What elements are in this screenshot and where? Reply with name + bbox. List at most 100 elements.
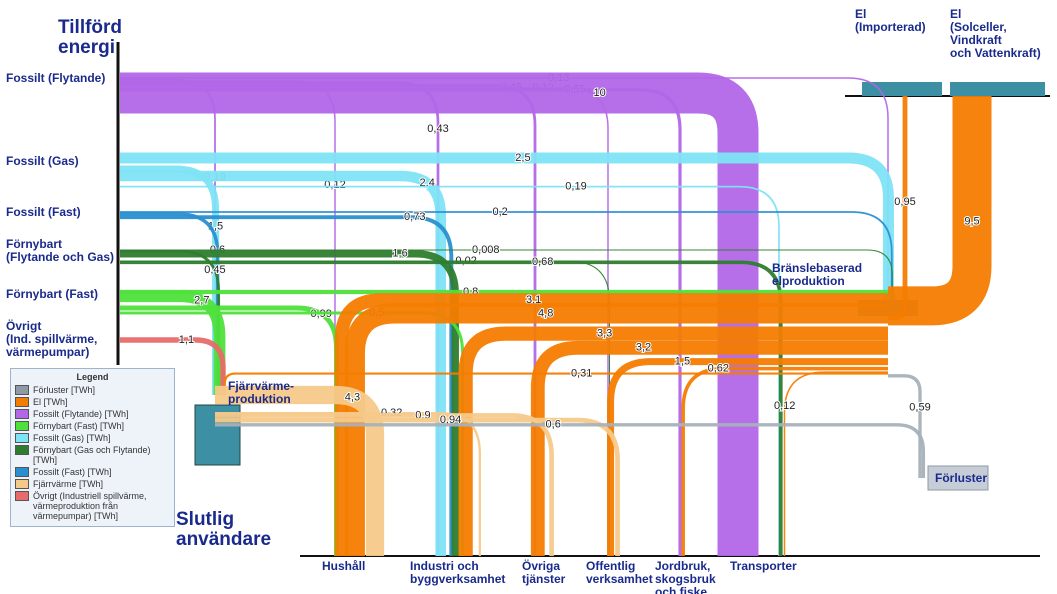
flow xyxy=(215,423,926,478)
legend-swatch xyxy=(15,421,29,431)
legend-label: Fossilt (Flytande) [TWh] xyxy=(33,409,129,419)
flow-label: 0,12 xyxy=(324,179,345,191)
legend-label: Förnybart (Fast) [TWh] xyxy=(33,421,125,431)
node-label: Övrigt (Ind. spillvärme, värmepumpar) xyxy=(6,319,98,359)
flow xyxy=(120,77,889,300)
flow xyxy=(223,372,888,395)
flow xyxy=(344,303,888,556)
flow xyxy=(120,165,220,395)
node-label: Offentlig verksamhet xyxy=(586,559,653,586)
flow xyxy=(120,72,759,556)
legend-item: El [TWh] xyxy=(15,397,170,407)
node-label: Fossilt (Gas) xyxy=(6,154,79,168)
flow-label: 0,43 xyxy=(427,123,448,135)
flow xyxy=(215,385,385,556)
flow xyxy=(120,78,216,395)
flow xyxy=(215,417,620,556)
node-label: Fjärrvärme- produktion xyxy=(228,379,295,406)
legend-label: Fossilt (Fast) [TWh] xyxy=(33,467,112,477)
flow-label: 2,7 xyxy=(194,295,209,307)
node-label: Fossilt (Fast) xyxy=(6,205,81,219)
source-header: Tillförd energi xyxy=(58,17,123,58)
flow xyxy=(458,326,888,556)
node-label: El (Importerad) xyxy=(855,7,926,34)
legend-swatch xyxy=(15,409,29,419)
legend-swatch xyxy=(15,433,29,443)
flow xyxy=(334,293,888,556)
node-label: Fossilt (Flytande) xyxy=(6,71,106,85)
flow xyxy=(888,96,992,326)
node-label: Förnybart (Fast) xyxy=(6,287,99,301)
node-label: El (Solceller, Vindkraft och Vattenkraft… xyxy=(950,7,1041,60)
legend-label: El [TWh] xyxy=(33,397,68,407)
flow-label: 0,6 xyxy=(546,419,561,431)
node-label: Förluster xyxy=(935,471,988,485)
legend-swatch xyxy=(15,491,29,501)
legend-title: Legend xyxy=(76,372,109,382)
el-renew-base xyxy=(950,82,1045,96)
flow-label: 1,1 xyxy=(179,334,194,346)
flow xyxy=(120,211,893,300)
flow xyxy=(888,374,922,478)
node-label: Transporter xyxy=(730,559,797,573)
legend-item: Fossilt (Flytande) [TWh] xyxy=(15,409,170,419)
flow xyxy=(681,366,888,556)
flow xyxy=(607,358,888,556)
node-label: Förnybart (Flytande och Gas) xyxy=(6,237,115,264)
flow-label: 0,59 xyxy=(909,401,930,413)
target-header: Slutlig användare xyxy=(176,509,272,550)
legend-label: Övrigt (Industriell spillvärme, värmepro… xyxy=(33,491,147,521)
legend-item: Fossilt (Fast) [TWh] xyxy=(15,467,170,477)
flow-label: 4,8 xyxy=(538,307,553,319)
flow-label: 0,73 xyxy=(404,211,425,223)
node-label: Bränslebaserad elproduktion xyxy=(772,261,863,288)
flow xyxy=(120,337,226,395)
legend-item: Förnybart (Gas och Flytande) [TWh] xyxy=(15,445,170,465)
flow-label: 0,95 xyxy=(894,196,915,208)
flow-label: 0,19 xyxy=(565,181,586,193)
flow-label: 0,31 xyxy=(571,367,592,379)
flow xyxy=(120,215,454,556)
legend-swatch xyxy=(15,467,29,477)
node-label: Övriga tjänster xyxy=(522,559,566,586)
flow-label: 3,2 xyxy=(636,342,651,354)
flow-label: 1,6 xyxy=(392,248,407,260)
flow-label: 2,5 xyxy=(515,152,530,164)
node-label: Hushåll xyxy=(322,559,366,573)
flow-label: 0,12 xyxy=(774,400,795,412)
flow xyxy=(120,249,893,300)
legend: Legend Förluster [TWh] El [TWh] Fossilt (F… xyxy=(10,368,175,527)
flow xyxy=(783,371,888,556)
flow-label: 3,3 xyxy=(597,328,612,340)
legend-item: Förnybart (Fast) [TWh] xyxy=(15,421,170,431)
legend-label: Förluster [TWh] xyxy=(33,385,96,395)
legend-label: Fossilt (Gas) [TWh] xyxy=(33,433,111,443)
flow-label: 9,5 xyxy=(964,215,979,227)
node-label: Jordbruk, skogsbruk och fiske xyxy=(655,559,716,594)
flow-label: 10 xyxy=(594,87,606,99)
flow-label: 4,3 xyxy=(345,391,360,403)
legend-swatch xyxy=(15,397,29,407)
node-label: Industri och byggverksamhet xyxy=(410,559,506,586)
legend-item: Förluster [TWh] xyxy=(15,385,170,395)
legend-swatch xyxy=(15,479,29,489)
flow-label: 1,5 xyxy=(675,356,690,368)
legend-label: Förnybart (Gas och Flytande) [TWh] xyxy=(33,445,151,465)
legend-item: Fossilt (Gas) [TWh] xyxy=(15,433,170,443)
flow-label: 0,008 xyxy=(472,244,500,256)
flow xyxy=(888,96,908,320)
legend-swatch xyxy=(15,445,29,455)
legend-swatch xyxy=(15,385,29,395)
flow-label: 0,45 xyxy=(204,264,225,276)
loss-box xyxy=(927,465,989,491)
legend-item: Fjärrvärme [TWh] xyxy=(15,479,170,489)
flow-label: 0,68 xyxy=(532,256,553,268)
flow xyxy=(120,185,780,556)
flow-label: 0,62 xyxy=(708,363,729,375)
legend-label: Fjärrvärme [TWh] xyxy=(33,479,104,489)
legend-item: Övrigt (Industriell spillvärme, värmepro… xyxy=(15,491,170,521)
flow xyxy=(530,340,888,556)
flow xyxy=(120,152,894,300)
